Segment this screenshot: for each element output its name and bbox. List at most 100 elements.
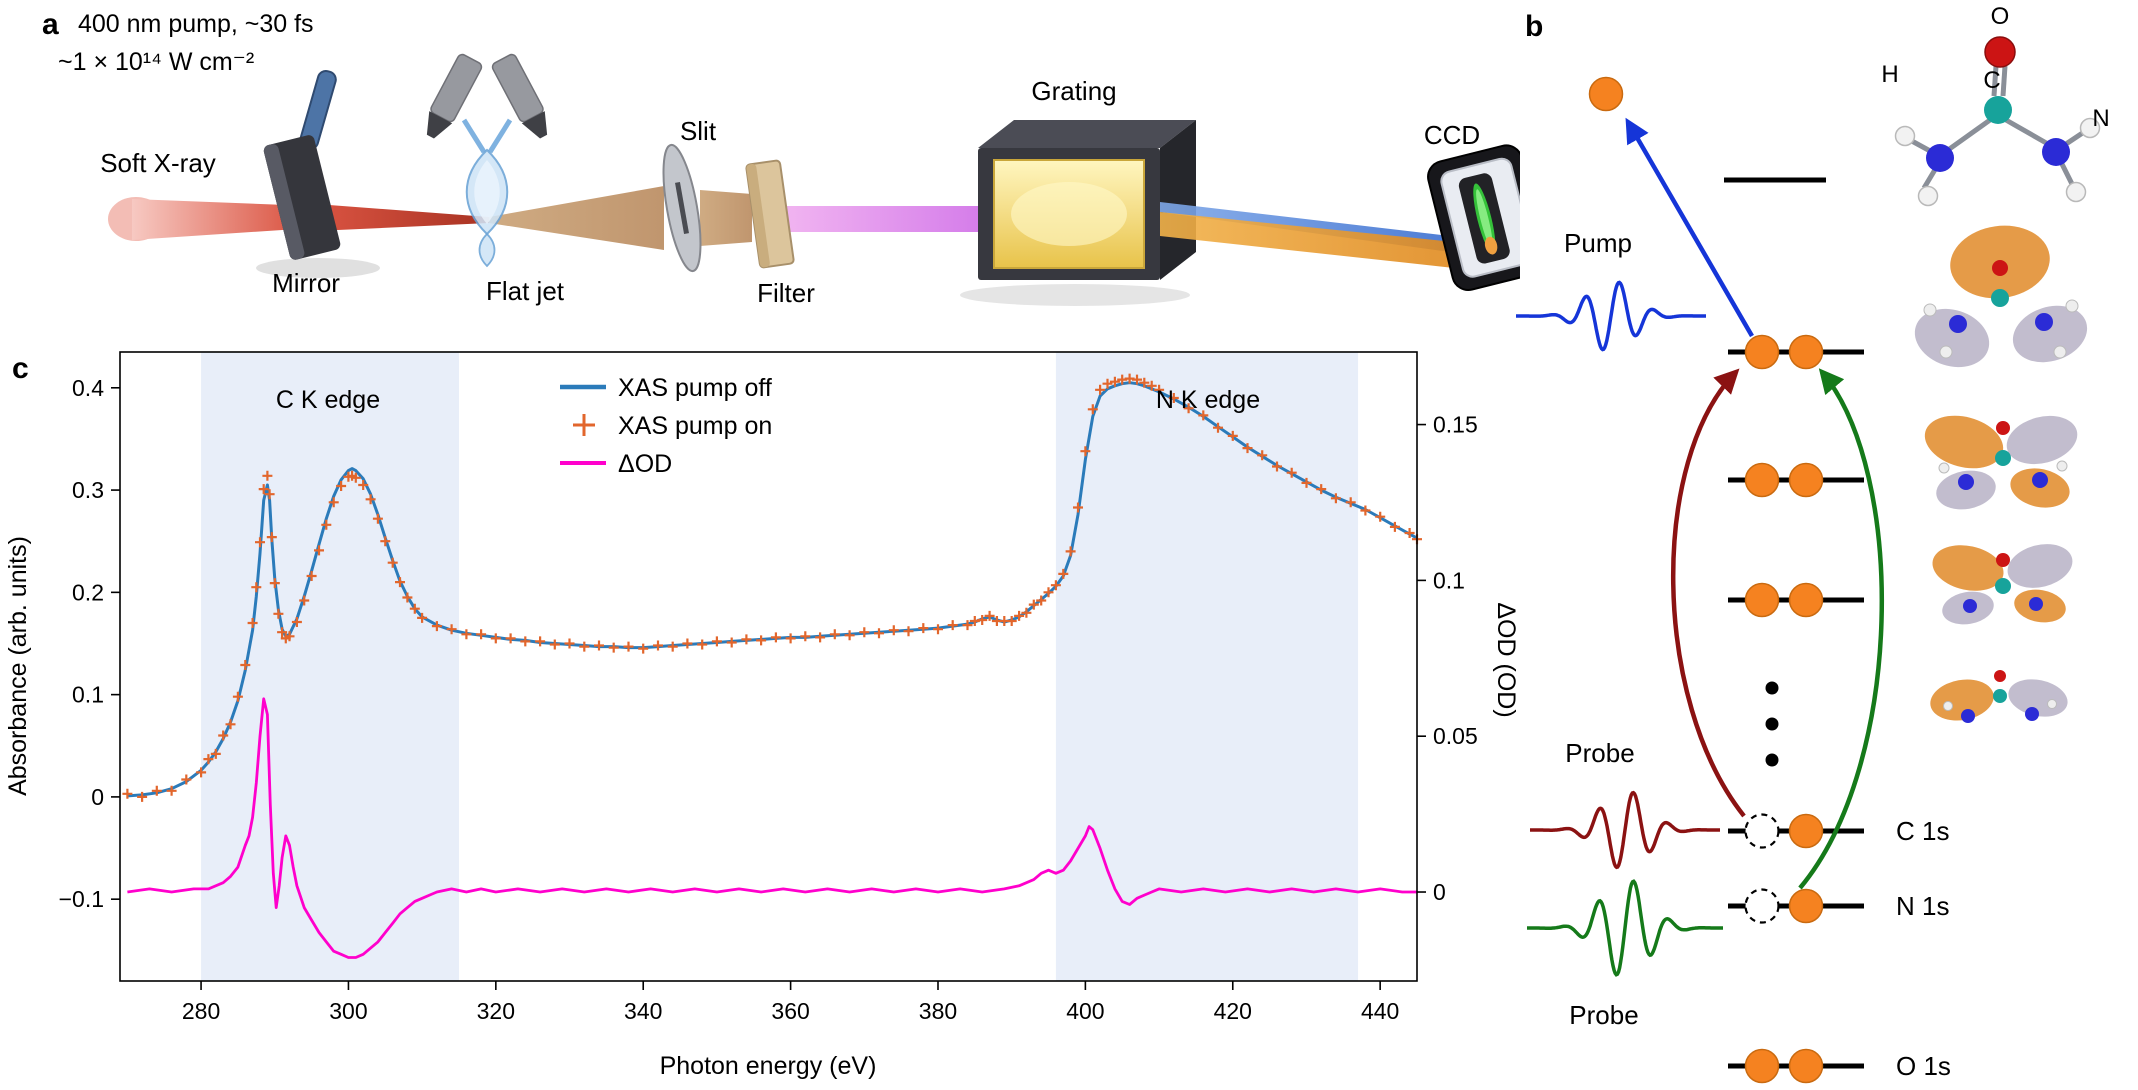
probe-n-label: Probe bbox=[1569, 1000, 1638, 1030]
pump-parameters-text: 400 nm pump, ~30 fs bbox=[78, 10, 314, 38]
o1s-label: O 1s bbox=[1896, 1051, 1951, 1081]
panel-c-chart: c 280 300 320 340 360 380 400 420 440 −0.1 0 0.1 0.2… bbox=[4, 351, 1520, 1080]
left-axis-title: Absorbance (arb. units) bbox=[4, 536, 32, 796]
probe-c-pulse-waveform bbox=[1530, 790, 1720, 870]
panel-c-letter: c bbox=[12, 352, 29, 385]
level-ellipsis-dots bbox=[1765, 681, 1779, 767]
x-tick-label: 380 bbox=[919, 998, 957, 1024]
band-n-k-edge bbox=[1055, 352, 1359, 981]
probe-n-pulse-waveform bbox=[1527, 879, 1723, 977]
dispersed-beam bbox=[786, 206, 1004, 232]
nozzle-right bbox=[491, 53, 544, 123]
c-atom-label: C bbox=[1983, 67, 2000, 94]
panel-a-letter: a bbox=[42, 8, 59, 41]
o-atom bbox=[1984, 36, 2016, 68]
x-tick-label: 400 bbox=[1066, 998, 1104, 1024]
dispersed-output-beams bbox=[1160, 202, 1454, 268]
grating-label: Grating bbox=[1031, 76, 1116, 106]
x-tick-label: 320 bbox=[477, 998, 515, 1024]
probe-c-label: Probe bbox=[1565, 738, 1634, 768]
x-tick-label: 360 bbox=[771, 998, 809, 1024]
h-atom bbox=[2079, 117, 2101, 139]
h-atom bbox=[1917, 185, 1939, 207]
flat-jet-label: Flat jet bbox=[486, 276, 565, 306]
series-xas-pump-off bbox=[127, 381, 1418, 798]
n-atom bbox=[1926, 144, 1954, 172]
c1s-probe-arrow bbox=[1670, 368, 1746, 818]
ccd-label: CCD bbox=[1424, 120, 1480, 150]
c-k-edge-label: C K edge bbox=[276, 386, 380, 414]
chart-legend: XAS pump off XAS pump on ΔOD bbox=[560, 374, 772, 478]
legend-label-delta-od: ΔOD bbox=[618, 450, 672, 478]
plot-frame bbox=[119, 351, 1418, 982]
diverging-beam bbox=[489, 186, 1004, 250]
y-left-tick-label: 0.1 bbox=[72, 682, 104, 708]
slit bbox=[662, 143, 702, 273]
band-c-k-edge bbox=[201, 352, 459, 981]
panel-b-diagram: b Pump bbox=[1516, 3, 2110, 1084]
x-tick-label: 420 bbox=[1214, 998, 1252, 1024]
orange-output-beam bbox=[1160, 212, 1454, 268]
flat-jet bbox=[426, 53, 548, 268]
c1s-label: C 1s bbox=[1896, 816, 1949, 846]
soft-xray-beam bbox=[108, 197, 489, 241]
right-axis-title: ΔOD (OD) bbox=[1492, 602, 1520, 717]
pump-pulse-waveform bbox=[1516, 280, 1706, 352]
h-atom-label: H bbox=[1881, 61, 1898, 88]
c-atom bbox=[1984, 96, 2012, 124]
orbital-isosurface-2 bbox=[1924, 415, 2078, 510]
orbital-isosurface-4 bbox=[1930, 670, 2068, 723]
y-left-tick-label: 0 bbox=[91, 784, 104, 810]
legend-plus-pump-on bbox=[573, 414, 595, 436]
y-right-tick-label: 0.1 bbox=[1433, 567, 1465, 593]
y-right-tick-label: 0.15 bbox=[1433, 412, 1478, 438]
y-left-tick-label: 0.4 bbox=[72, 375, 104, 401]
filter-label: Filter bbox=[757, 278, 815, 308]
c1s-hole bbox=[1744, 813, 1780, 849]
n-atom bbox=[2042, 138, 2070, 166]
molecule-bonds bbox=[1908, 65, 2086, 190]
edge-bands bbox=[201, 352, 1359, 981]
n-k-edge-label: N K edge bbox=[1156, 386, 1260, 414]
orbital-isosurface-1 bbox=[1914, 225, 2088, 368]
urea-molecule: O H C N bbox=[1881, 3, 2110, 207]
intensity-text: ~1 × 10¹⁴ W cm⁻² bbox=[58, 48, 254, 76]
x-tick-label: 280 bbox=[182, 998, 220, 1024]
panel-a-setup: a 400 nm pump, ~30 fs ~1 × 10¹⁴ W cm⁻² M… bbox=[42, 8, 1520, 308]
mirror bbox=[256, 69, 380, 278]
electrons bbox=[1744, 334, 1824, 1084]
slit-label: Slit bbox=[680, 116, 717, 146]
nozzle-left bbox=[430, 53, 483, 123]
h-atom bbox=[2065, 181, 2087, 203]
n-atom-label: N bbox=[2092, 105, 2109, 132]
x-tick-label: 300 bbox=[329, 998, 367, 1024]
grating bbox=[960, 120, 1196, 306]
x-axis-title: Photon energy (eV) bbox=[660, 1052, 877, 1080]
n1s-probe-arrow bbox=[1798, 368, 1884, 890]
y-left-tick-label: 0.3 bbox=[72, 477, 104, 503]
mirror-shadow bbox=[256, 258, 380, 278]
series-xas-pump-on bbox=[122, 373, 1422, 802]
x-tick-label: 440 bbox=[1361, 998, 1399, 1024]
free-electron bbox=[1588, 76, 1624, 112]
soft-xray-label: Soft X-ray bbox=[100, 148, 216, 178]
legend-label-pump-on: XAS pump on bbox=[618, 412, 772, 440]
pump-arrow bbox=[1625, 117, 1754, 338]
orbital-isosurface-3 bbox=[1932, 544, 2073, 625]
y-right-tick-label: 0 bbox=[1433, 879, 1446, 905]
y-left-tick-label: −0.1 bbox=[59, 886, 104, 912]
o-atom-label: O bbox=[1991, 3, 2010, 30]
x-tick-label: 340 bbox=[624, 998, 662, 1024]
legend-label-pump-off: XAS pump off bbox=[618, 374, 772, 402]
y-left-tick-label: 0.2 bbox=[72, 579, 104, 605]
filter bbox=[745, 159, 795, 269]
energy-levels bbox=[1724, 177, 1864, 1069]
n1s-label: N 1s bbox=[1896, 891, 1949, 921]
pump-label: Pump bbox=[1564, 228, 1632, 258]
series-od bbox=[127, 697, 1417, 959]
h-atom bbox=[1894, 125, 1916, 147]
panel-b-letter: b bbox=[1525, 10, 1543, 43]
chart-axes: 280 300 320 340 360 380 400 420 440 −0.1 0 0.1 0.2 0.… bbox=[59, 351, 1478, 1024]
n1s-hole bbox=[1744, 888, 1780, 924]
